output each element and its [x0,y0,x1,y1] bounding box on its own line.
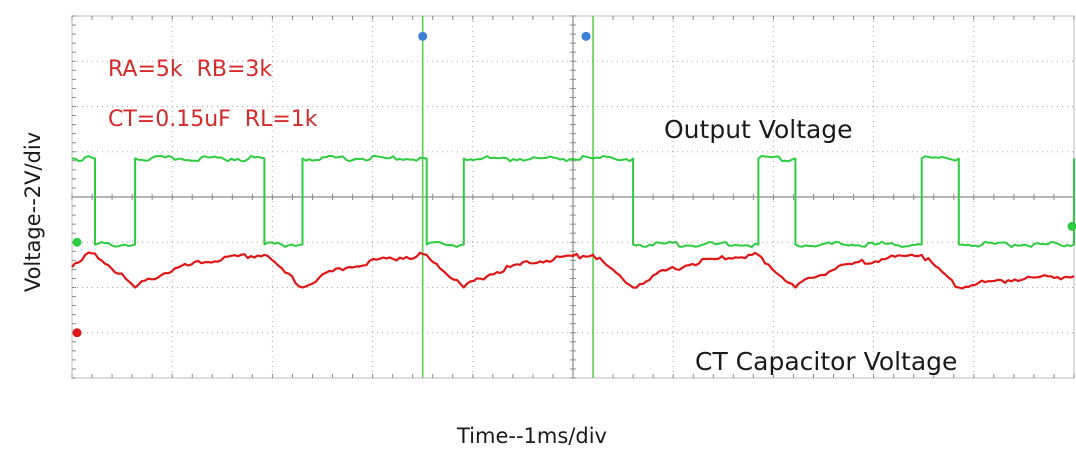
params-line2: CT=0.15uF RL=1k [108,107,318,132]
marker-dot [72,237,82,247]
params-line1: RA=5k RB=3k [108,57,272,82]
marker-dot [581,31,591,41]
output-voltage-label: Output Voltage [664,115,853,144]
x-axis-label: Time--1ms/div [456,424,607,448]
ct-voltage-label: CT Capacitor Voltage [695,347,957,376]
marker-dot [1067,221,1076,231]
grid [71,15,1075,379]
markers [72,31,1076,338]
ct-trace [71,251,1075,290]
cursor-lines [421,16,594,378]
marker-dot [72,328,82,338]
output-trace [71,154,1075,249]
marker-dot [418,31,428,41]
y-axis-label: Voltage--2V/div [21,132,45,292]
traces [71,154,1075,290]
